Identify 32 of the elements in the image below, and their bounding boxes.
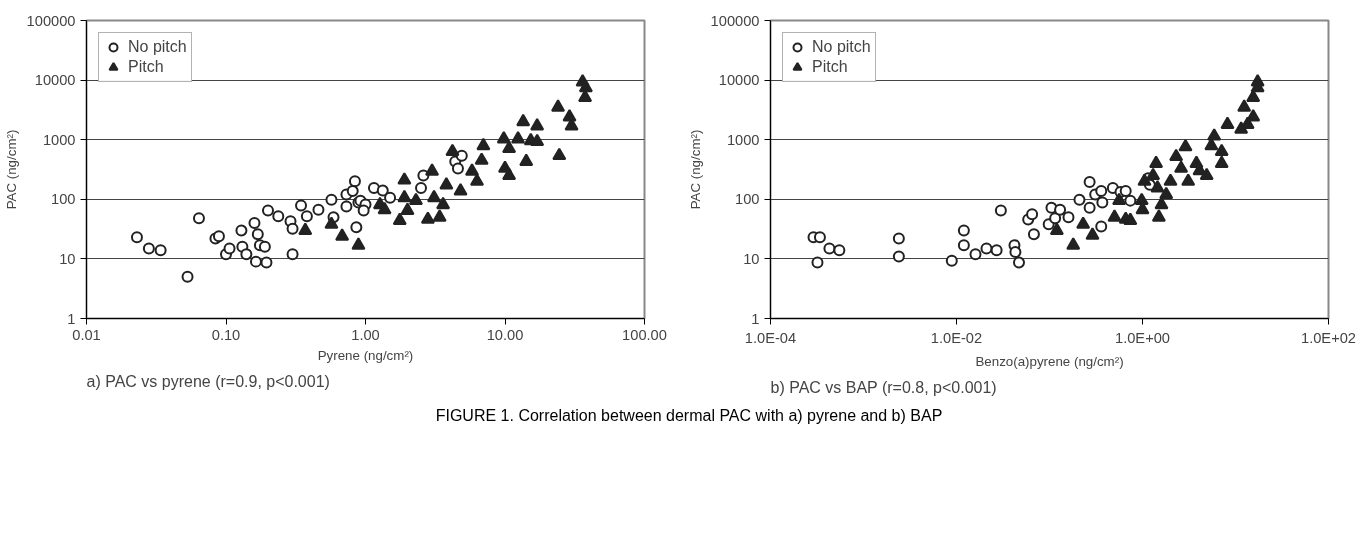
x-tick-label: 1.0E-04 [744,329,797,346]
caption: FIGURE 1. Correlation between dermal PAC with a) pyrene and b) BAP [435,406,943,426]
x-tick-label: 1.0E+02 [1300,329,1357,346]
y-axis-title: PAC (ng/cm²) [3,129,19,210]
x-tick-label: 0.01 [72,326,101,343]
y-tick-label: 1 [67,310,76,327]
y-axis-title: PAC (ng/cm²) [687,129,703,210]
x-axis-title: Benzo(a)pyrene (ng/cm²) [975,353,1124,369]
x-tick-label: 1.00 [351,326,380,343]
x-tick-label: 1.0E-02 [930,329,983,346]
y-tick-label: 100 [51,191,76,208]
y-tick-label: 100000 [710,12,760,29]
y-tick-label: 10000 [34,72,76,89]
y-tick-label: 100000 [26,12,76,29]
y-tick-label: 10000 [718,72,760,89]
legend-label: Pitch [128,57,164,77]
legend-label: No pitch [812,37,871,57]
y-tick-label: 1000 [42,131,76,148]
y-tick-label: 10 [743,250,760,267]
x-tick-label: 0.10 [211,326,241,343]
y-tick-label: 10 [59,250,76,267]
x-tick-label: 1.0E+00 [1114,329,1171,346]
x-tick-label: 100.00 [622,326,667,343]
text: b) PAC vs BAP (r=0.8, p<0.001) [770,378,997,396]
x-tick-label: 10.00 [486,326,524,343]
text: a) PAC vs pyrene (r=0.9, p<0.001) [86,372,330,390]
x-axis-title: Pyrene (ng/cm²) [317,347,414,363]
legend-label: Pitch [812,57,848,77]
y-tick-label: 1000 [726,131,760,148]
legend-label: No pitch [128,37,187,57]
y-tick-label: 1 [751,310,760,327]
y-tick-label: 100 [735,191,760,208]
